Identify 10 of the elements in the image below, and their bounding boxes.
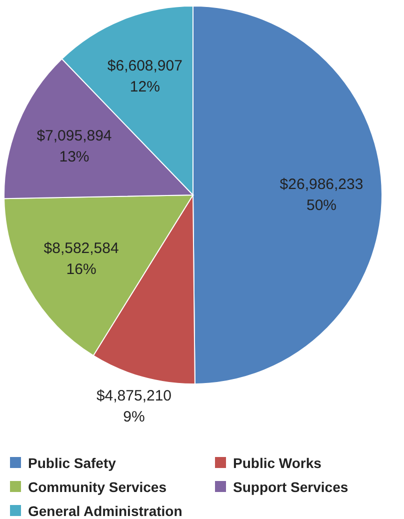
data-label: $4,875,210 9% [96, 388, 172, 426]
legend-label: Community Services [28, 479, 167, 495]
data-label: $6,608,907 12% [107, 57, 182, 96]
legend-label: Public Safety [28, 455, 116, 471]
data-label: $7,095,894 13% [36, 127, 112, 166]
data-label: $8,582,584 16% [44, 240, 119, 278]
legend-label: Public Works [233, 455, 322, 471]
legend-label: General Administration [28, 503, 182, 519]
data-label: $26,986,233 50% [280, 176, 364, 214]
legend-label: Support Services [233, 479, 348, 495]
